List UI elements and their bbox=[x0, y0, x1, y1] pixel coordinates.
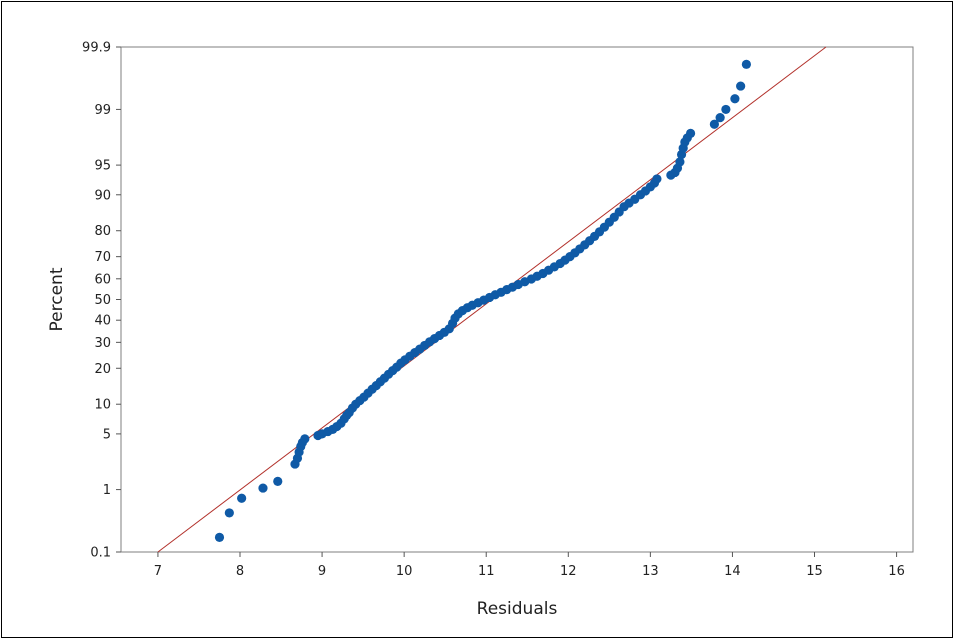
tick-marks: 7 8 9 10 11 12 13 14 15 160.115102030405060708090… bbox=[82, 41, 905, 580]
y-tick-label: 60 bbox=[94, 272, 111, 287]
data-point bbox=[224, 508, 234, 518]
data-point bbox=[675, 157, 685, 167]
plot-axes bbox=[120, 46, 914, 553]
x-tick-label: 9 bbox=[318, 564, 326, 579]
y-tick-label: 1 bbox=[103, 483, 111, 498]
data-point bbox=[736, 81, 746, 91]
data-points bbox=[214, 59, 751, 542]
data-point bbox=[730, 94, 740, 104]
data-point bbox=[273, 476, 283, 487]
x-tick-label: 13 bbox=[642, 564, 659, 579]
y-tick-label: 99 bbox=[94, 103, 111, 118]
data-point bbox=[715, 112, 725, 123]
x-axis-title: Residuals bbox=[477, 599, 558, 619]
data-point bbox=[237, 493, 247, 503]
y-tick-label: 30 bbox=[94, 336, 111, 351]
x-tick-label: 16 bbox=[888, 564, 905, 579]
y-tick-label: 5 bbox=[103, 427, 111, 442]
x-tick-label: 11 bbox=[478, 564, 495, 579]
y-axis-title: Percent bbox=[47, 267, 67, 331]
y-tick-label: 99.9 bbox=[82, 41, 111, 56]
data-point bbox=[741, 59, 751, 69]
y-tick-label: 20 bbox=[94, 362, 111, 377]
x-tick-label: 15 bbox=[806, 564, 823, 579]
y-tick-label: 80 bbox=[94, 224, 111, 239]
data-point bbox=[652, 174, 662, 184]
y-tick-label: 40 bbox=[94, 314, 111, 329]
y-tick-label: 10 bbox=[94, 398, 111, 413]
x-tick-label: 14 bbox=[724, 564, 741, 579]
data-point bbox=[300, 434, 310, 444]
y-tick-label: 50 bbox=[94, 293, 111, 308]
y-tick-label: 90 bbox=[94, 188, 111, 203]
y-tick-label: 0.1 bbox=[90, 546, 111, 561]
y-tick-label: 70 bbox=[94, 250, 111, 265]
x-tick-label: 8 bbox=[236, 564, 244, 579]
plot-border bbox=[120, 46, 914, 553]
y-tick-label: 95 bbox=[94, 159, 111, 174]
x-tick-label: 7 bbox=[154, 564, 162, 579]
data-point bbox=[214, 532, 225, 542]
x-tick-label: 10 bbox=[396, 564, 413, 579]
data-point bbox=[258, 483, 268, 493]
data-point bbox=[685, 128, 696, 138]
data-point bbox=[721, 104, 731, 115]
x-tick-label: 12 bbox=[560, 564, 577, 579]
data-point bbox=[709, 119, 719, 129]
